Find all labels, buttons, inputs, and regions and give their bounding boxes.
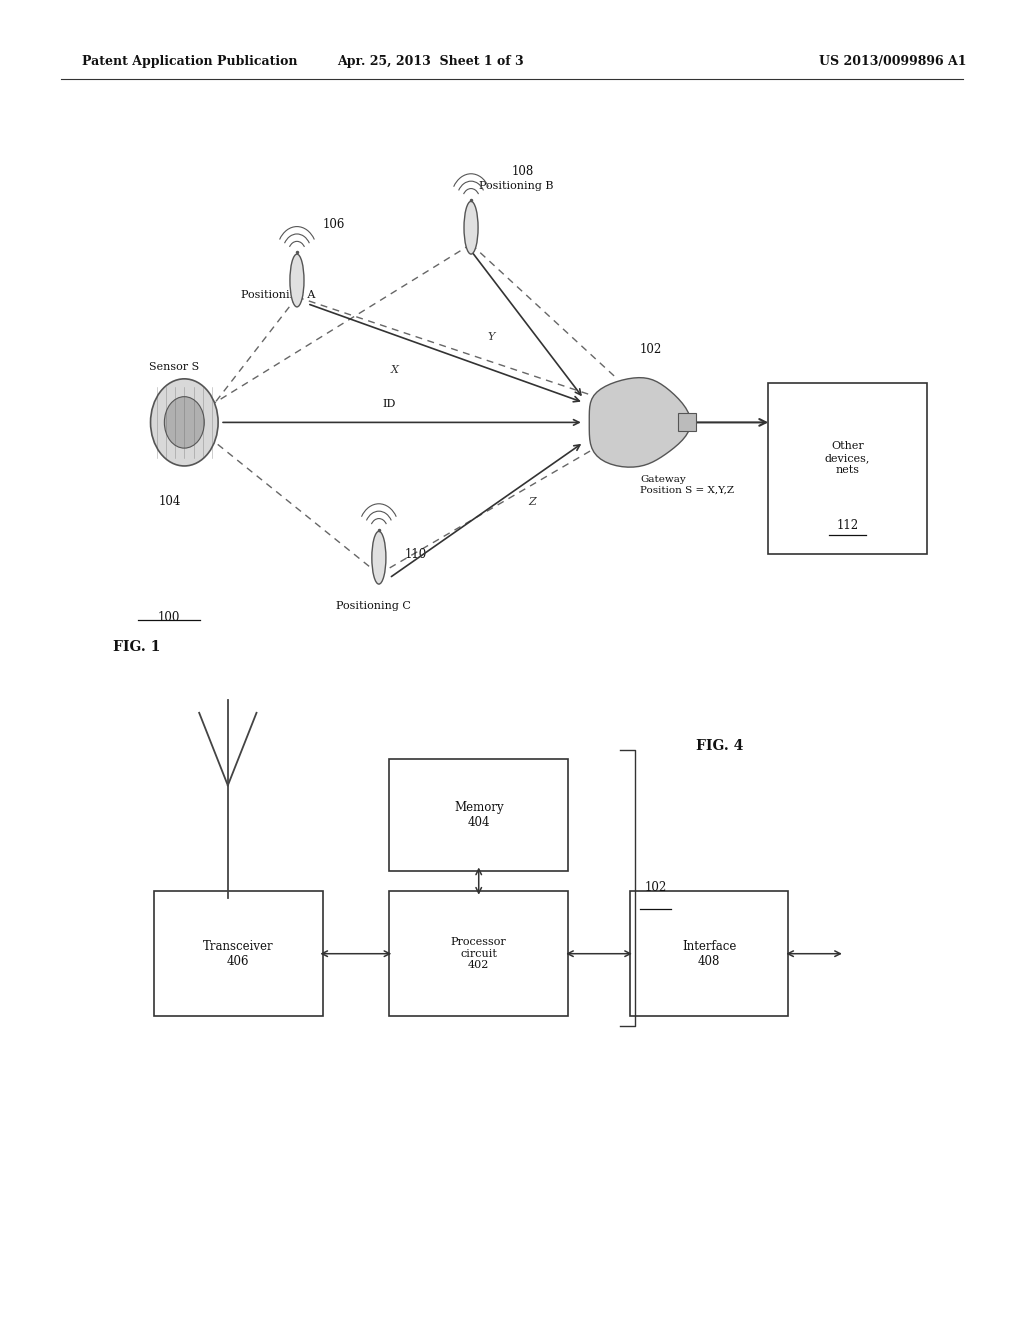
Circle shape: [164, 396, 205, 449]
Text: US 2013/0099896 A1: US 2013/0099896 A1: [819, 55, 967, 69]
Text: ID: ID: [382, 399, 396, 409]
FancyBboxPatch shape: [389, 759, 568, 871]
Text: Y: Y: [487, 331, 496, 342]
FancyBboxPatch shape: [630, 891, 788, 1016]
Polygon shape: [589, 378, 690, 467]
Text: Positioning C: Positioning C: [336, 601, 412, 611]
Text: Apr. 25, 2013  Sheet 1 of 3: Apr. 25, 2013 Sheet 1 of 3: [337, 55, 523, 69]
Text: FIG. 4: FIG. 4: [696, 739, 743, 754]
Text: 112: 112: [837, 519, 858, 532]
Text: X: X: [390, 364, 398, 375]
Text: Patent Application Publication: Patent Application Publication: [82, 55, 297, 69]
Text: FIG. 1: FIG. 1: [113, 640, 160, 655]
Text: Z: Z: [528, 496, 537, 507]
Ellipse shape: [372, 531, 386, 583]
Text: Transceiver
406: Transceiver 406: [203, 940, 273, 968]
Text: Interface
408: Interface 408: [682, 940, 736, 968]
Text: 110: 110: [404, 548, 427, 561]
Text: Memory
404: Memory 404: [454, 801, 504, 829]
FancyBboxPatch shape: [678, 413, 696, 432]
Ellipse shape: [464, 201, 478, 255]
Circle shape: [151, 379, 218, 466]
Text: Other
devices,
nets: Other devices, nets: [824, 441, 870, 475]
Text: 102: 102: [640, 343, 663, 356]
Text: Positioning A: Positioning A: [241, 290, 315, 301]
FancyBboxPatch shape: [389, 891, 568, 1016]
Text: 108: 108: [512, 165, 535, 178]
Ellipse shape: [290, 253, 304, 306]
Text: Processor
circuit
402: Processor circuit 402: [451, 937, 507, 970]
FancyBboxPatch shape: [768, 383, 927, 554]
Text: Sensor S: Sensor S: [148, 362, 200, 372]
Text: 106: 106: [323, 218, 345, 231]
Text: 102: 102: [645, 882, 668, 894]
Text: 100: 100: [158, 611, 180, 624]
Text: Positioning B: Positioning B: [479, 181, 554, 191]
Text: Gateway
Position S = X,Y,Z: Gateway Position S = X,Y,Z: [640, 475, 734, 495]
FancyBboxPatch shape: [154, 891, 323, 1016]
Text: 104: 104: [159, 495, 181, 508]
